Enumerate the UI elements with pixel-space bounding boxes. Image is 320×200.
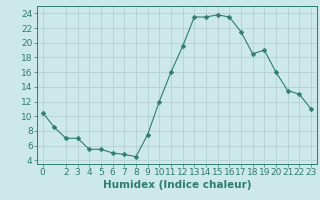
- X-axis label: Humidex (Indice chaleur): Humidex (Indice chaleur): [102, 180, 251, 190]
